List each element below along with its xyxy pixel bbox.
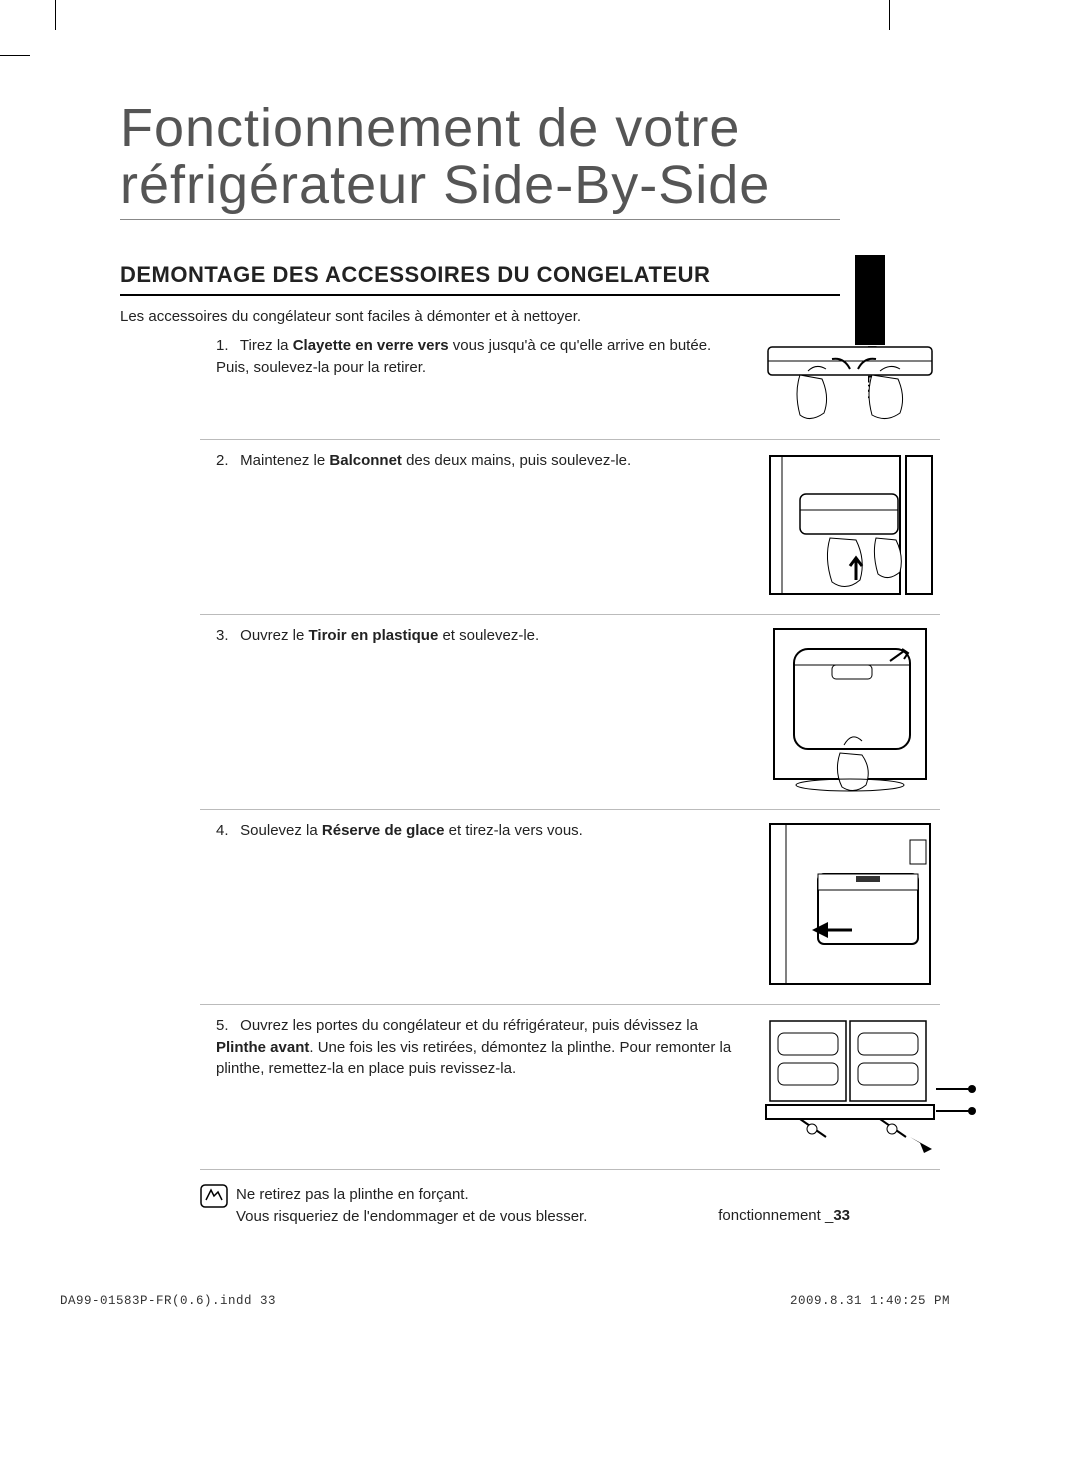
footer-page: 33	[833, 1207, 850, 1224]
step-3: 3. Ouvrez le Tiroir en plastique et soul…	[216, 615, 940, 801]
page-footer: fonctionnement _33	[718, 1207, 850, 1224]
note-text: Ne retirez pas la plinthe en forçant. Vo…	[236, 1184, 587, 1228]
step-post: des deux mains, puis soulevez-le.	[402, 452, 631, 469]
print-footer: DA99-01583P-FR(0.6).indd 33 2009.8.31 1:…	[60, 1294, 950, 1308]
step-number: 2.	[216, 450, 236, 472]
step-number: 1.	[216, 335, 236, 357]
step-separator	[200, 1169, 940, 1170]
step-post: et tirez-la vers vous.	[444, 822, 582, 839]
page-title: Fonctionnement de votre réfrigérateur Si…	[120, 100, 940, 213]
step-2: 2. Maintenez le Balconnet des deux mains…	[216, 440, 940, 606]
step-bold: Plinthe avant	[216, 1039, 309, 1056]
step-text: 3. Ouvrez le Tiroir en plastique et soul…	[216, 625, 760, 647]
step-illustration	[760, 820, 940, 990]
step-text: 2. Maintenez le Balconnet des deux mains…	[216, 450, 760, 472]
step-illustration	[760, 450, 940, 600]
step-4: 4. Soulevez la Réserve de glace et tirez…	[216, 810, 940, 996]
page: 02 FONCTIONNEMENT Fonctionnement de votr…	[0, 0, 1080, 1478]
step-pre: Tirez la	[240, 337, 293, 354]
step-number: 5.	[216, 1015, 236, 1037]
crop-mark	[55, 0, 56, 30]
step-pre: Maintenez le	[240, 452, 329, 469]
crop-mark	[0, 55, 30, 56]
step-illustration	[760, 1015, 940, 1155]
step-illustration	[760, 335, 940, 425]
step-number: 4.	[216, 820, 236, 842]
step-text: 5. Ouvrez les portes du congélateur et d…	[216, 1015, 760, 1080]
note-line2: Vous risqueriez de l'endommager et de vo…	[236, 1208, 587, 1225]
step-bold: Clayette en verre vers	[293, 337, 449, 354]
step-text: 4. Soulevez la Réserve de glace et tirez…	[216, 820, 760, 842]
content: Fonctionnement de votre réfrigérateur Si…	[120, 100, 940, 1227]
print-right: 2009.8.31 1:40:25 PM	[790, 1294, 950, 1308]
step-text: 1. Tirez la Clayette en verre vers vous …	[216, 335, 760, 379]
step-bold: Réserve de glace	[322, 822, 445, 839]
section-underline	[120, 294, 840, 296]
step-pre: Soulevez la	[240, 822, 322, 839]
footer-label: fonctionnement _	[718, 1207, 833, 1224]
print-left: DA99-01583P-FR(0.6).indd 33	[60, 1294, 276, 1308]
step-5: 5. Ouvrez les portes du congélateur et d…	[216, 1005, 940, 1161]
caution-icon	[200, 1184, 228, 1208]
step-number: 3.	[216, 625, 236, 647]
step-pre: Ouvrez les portes du congélateur et du r…	[240, 1017, 698, 1034]
crop-mark	[889, 0, 890, 30]
step-bold: Tiroir en plastique	[309, 627, 439, 644]
step-bold: Balconnet	[329, 452, 402, 469]
note-line1: Ne retirez pas la plinthe en forçant.	[236, 1186, 469, 1203]
step-post: et soulevez-le.	[438, 627, 539, 644]
section-heading: DEMONTAGE DES ACCESSOIRES DU CONGELATEUR	[120, 262, 940, 288]
title-underline	[120, 219, 840, 220]
step-illustration	[760, 625, 940, 795]
intro-text: Les accessoires du congélateur sont faci…	[120, 308, 940, 325]
step-pre: Ouvrez le	[240, 627, 308, 644]
step-1: 1. Tirez la Clayette en verre vers vous …	[216, 325, 940, 431]
